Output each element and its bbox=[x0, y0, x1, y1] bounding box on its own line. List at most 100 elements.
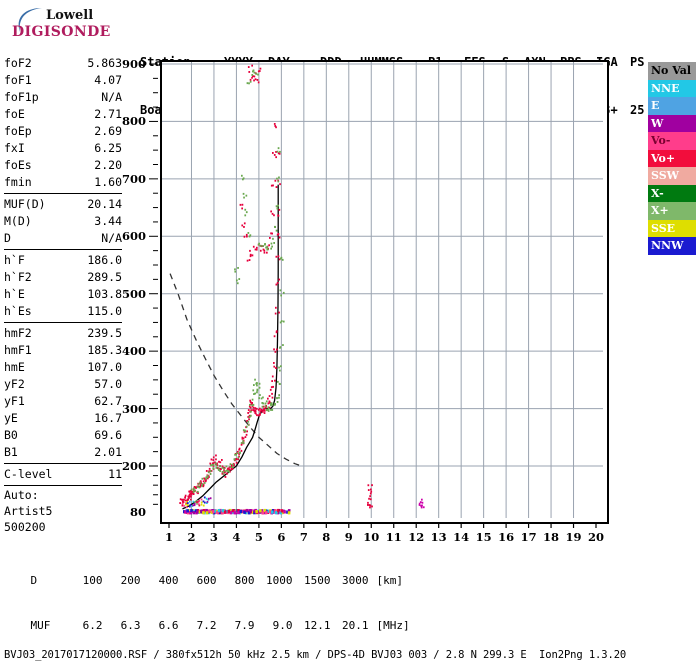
param-key: foEs bbox=[4, 158, 32, 172]
param-key: h`Es bbox=[4, 304, 32, 318]
x-tick-label: 4 bbox=[232, 530, 241, 544]
param-value: 16.7 bbox=[94, 411, 122, 425]
param-key: yE bbox=[4, 411, 18, 425]
param-row: yE 16.7 bbox=[4, 410, 122, 427]
footer-d-value: 200 bbox=[120, 574, 141, 587]
param-key: B0 bbox=[4, 428, 18, 442]
legend-item-w[interactable]: W bbox=[648, 114, 696, 132]
param-divider bbox=[4, 485, 122, 486]
param-row: foF2 5.863 bbox=[4, 55, 122, 72]
param-value: 57.0 bbox=[94, 377, 122, 391]
param-value: 3.44 bbox=[94, 214, 122, 228]
footer-d-value: 3000 bbox=[342, 574, 369, 587]
y-axis-ticks bbox=[149, 63, 158, 505]
footer-muf-row: MUF 6.2 6.3 6.6 7.2 7.9 9.0 12.1 20.1 [MHz] bbox=[4, 603, 698, 648]
footer-muf-value: 6.2 bbox=[82, 619, 103, 632]
param-value: 2.69 bbox=[94, 124, 122, 138]
x-axis: 1 2 3 4 5 6 7 8 9 10 11 12 13 14 15 16 17 18 19 20 bbox=[160, 522, 609, 544]
param-key: D bbox=[4, 231, 11, 245]
param-row: MUF(D) 20.14 bbox=[4, 196, 122, 213]
param-value: 11 bbox=[108, 467, 122, 481]
y-tick-label: 500 bbox=[121, 286, 146, 301]
param-row: yF2 57.0 bbox=[4, 376, 122, 393]
param-key: B1 bbox=[4, 445, 18, 459]
x-tick-label: 13 bbox=[430, 530, 447, 544]
param-key: foE bbox=[4, 107, 25, 121]
param-row: hmF1 185.3 bbox=[4, 342, 122, 359]
legend-item-x-[interactable]: X- bbox=[648, 184, 696, 202]
swoosh-icon bbox=[18, 8, 42, 32]
param-divider bbox=[4, 463, 122, 464]
footer-muf-value: 20.1 bbox=[342, 619, 369, 632]
param-group-muf: MUF(D) 20.14 M(D) 3.44 D N/A bbox=[4, 196, 122, 247]
x-tick-label: 20 bbox=[587, 530, 604, 544]
x-tick-label: 17 bbox=[520, 530, 537, 544]
param-key: MUF(D) bbox=[4, 197, 46, 211]
param-value: 107.0 bbox=[87, 360, 122, 374]
param-row: h`E 103.8 bbox=[4, 286, 122, 303]
footer-d-value: 1000 bbox=[266, 574, 293, 587]
param-group-clevel: C-level 11 bbox=[4, 466, 122, 483]
legend-item-vo-[interactable]: Vo+ bbox=[648, 149, 696, 167]
param-row: h`Es 115.0 bbox=[4, 303, 122, 320]
legend-item-x-[interactable]: X+ bbox=[648, 202, 696, 220]
param-divider bbox=[4, 249, 122, 250]
param-row: foE 2.71 bbox=[4, 106, 122, 123]
param-row: foF1p N/A bbox=[4, 89, 122, 106]
x-tick-label: 6 bbox=[277, 530, 286, 544]
param-value: N/A bbox=[101, 231, 122, 245]
x-tick-label: 8 bbox=[322, 530, 331, 544]
legend-item-nnw[interactable]: NNW bbox=[648, 237, 696, 255]
polarization-legend[interactable]: No Val NNE E W Vo- Vo+ SSW X- X+ SSE NNW bbox=[648, 62, 696, 255]
param-value: 4.07 bbox=[94, 73, 122, 87]
param-row: hmE 107.0 bbox=[4, 359, 122, 376]
footer-d-value: 1500 bbox=[304, 574, 331, 587]
footer-d-unit: [km] bbox=[376, 574, 404, 587]
footer-muf-value: 9.0 bbox=[272, 619, 293, 632]
ionogram-plot-area[interactable] bbox=[160, 60, 609, 524]
footer-muf-value: 6.3 bbox=[120, 619, 141, 632]
param-key: C-level bbox=[4, 467, 53, 481]
footer-distance-row: D 100 200 400 600 800 1000 1500 3000 [km] bbox=[4, 558, 698, 603]
footer-d-label: D bbox=[30, 574, 38, 587]
auto-program: Artist5 bbox=[4, 504, 53, 518]
x-tick-label: 15 bbox=[475, 530, 492, 544]
param-key: hmF1 bbox=[4, 343, 32, 357]
param-row: fxI 6.25 bbox=[4, 140, 122, 157]
legend-item-no-val[interactable]: No Val bbox=[648, 62, 696, 80]
param-value: 6.25 bbox=[94, 141, 122, 155]
y-tick-label: 300 bbox=[121, 401, 146, 416]
x-tick-label: 19 bbox=[565, 530, 582, 544]
legend-item-ssw[interactable]: SSW bbox=[648, 167, 696, 185]
param-value: 289.5 bbox=[87, 270, 122, 284]
y-tick-label: 200 bbox=[121, 459, 146, 473]
ionogram-canvas bbox=[162, 62, 603, 518]
legend-item-vo-[interactable]: Vo- bbox=[648, 132, 696, 150]
logo-digisonde-text: DIGISONDE bbox=[12, 24, 111, 40]
legend-item-sse[interactable]: SSE bbox=[648, 219, 696, 237]
param-row: B1 2.01 bbox=[4, 444, 122, 461]
footer-muf-value: 12.1 bbox=[304, 619, 331, 632]
param-row: foF1 4.07 bbox=[4, 72, 122, 89]
footer-muf-unit: [MHz] bbox=[376, 619, 410, 632]
footer-d-value: 800 bbox=[234, 574, 255, 587]
legend-item-nne[interactable]: NNE bbox=[648, 79, 696, 97]
param-key: h`E bbox=[4, 287, 25, 301]
station-value-ps: 25 bbox=[630, 103, 645, 117]
legend-item-e[interactable]: E bbox=[648, 97, 696, 115]
param-row: fmin 1.60 bbox=[4, 174, 122, 191]
footer-d-value: 600 bbox=[196, 574, 217, 587]
logo-lowell-text: Lowell bbox=[46, 8, 94, 23]
param-value: 115.0 bbox=[87, 304, 122, 318]
param-value: 5.863 bbox=[87, 56, 122, 70]
param-value: 69.6 bbox=[94, 428, 122, 442]
param-row: B0 69.6 bbox=[4, 427, 122, 444]
lowell-digisonde-logo: Lowell DIGISONDE bbox=[8, 6, 128, 42]
footer-d-value: 400 bbox=[158, 574, 179, 587]
param-key: h`F2 bbox=[4, 270, 32, 284]
x-tick-label: 5 bbox=[254, 530, 263, 544]
param-value: 186.0 bbox=[87, 253, 122, 267]
x-tick-label: 10 bbox=[363, 530, 380, 544]
footer-muf-label: MUF bbox=[30, 619, 51, 632]
param-key: hmF2 bbox=[4, 326, 32, 340]
